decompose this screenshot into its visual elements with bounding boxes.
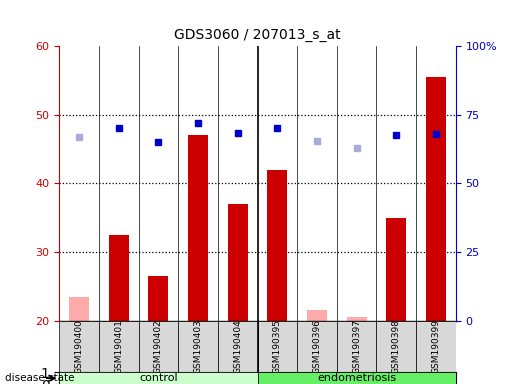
Text: GSM190400: GSM190400 xyxy=(75,319,83,374)
Text: GSM190403: GSM190403 xyxy=(194,319,202,374)
Bar xyxy=(178,321,218,372)
Bar xyxy=(386,218,406,321)
Bar xyxy=(99,321,139,372)
Bar xyxy=(376,321,416,372)
Text: GSM190401: GSM190401 xyxy=(114,319,123,374)
Bar xyxy=(59,321,99,372)
Bar xyxy=(258,321,297,372)
Bar xyxy=(297,321,337,372)
Bar xyxy=(426,77,446,321)
Bar xyxy=(148,276,168,321)
Bar xyxy=(188,135,208,321)
Bar xyxy=(337,321,376,372)
Bar xyxy=(307,310,327,321)
Text: GSM190402: GSM190402 xyxy=(154,319,163,374)
Title: GDS3060 / 207013_s_at: GDS3060 / 207013_s_at xyxy=(174,28,341,42)
Bar xyxy=(109,235,129,321)
Text: control: control xyxy=(139,373,178,383)
Text: GSM190404: GSM190404 xyxy=(233,319,242,374)
Bar xyxy=(347,317,367,321)
Text: GSM190395: GSM190395 xyxy=(273,319,282,374)
Text: GSM190399: GSM190399 xyxy=(432,319,440,374)
Bar xyxy=(139,321,178,372)
Bar xyxy=(267,170,287,321)
Bar xyxy=(59,372,258,384)
Bar xyxy=(218,321,258,372)
Bar xyxy=(228,204,248,321)
Bar xyxy=(69,296,89,321)
Text: endometriosis: endometriosis xyxy=(317,373,396,383)
Text: GSM190397: GSM190397 xyxy=(352,319,361,374)
Text: GSM190396: GSM190396 xyxy=(313,319,321,374)
Bar xyxy=(258,372,456,384)
Text: disease state: disease state xyxy=(5,373,75,383)
Bar xyxy=(416,321,456,372)
Text: GSM190398: GSM190398 xyxy=(392,319,401,374)
